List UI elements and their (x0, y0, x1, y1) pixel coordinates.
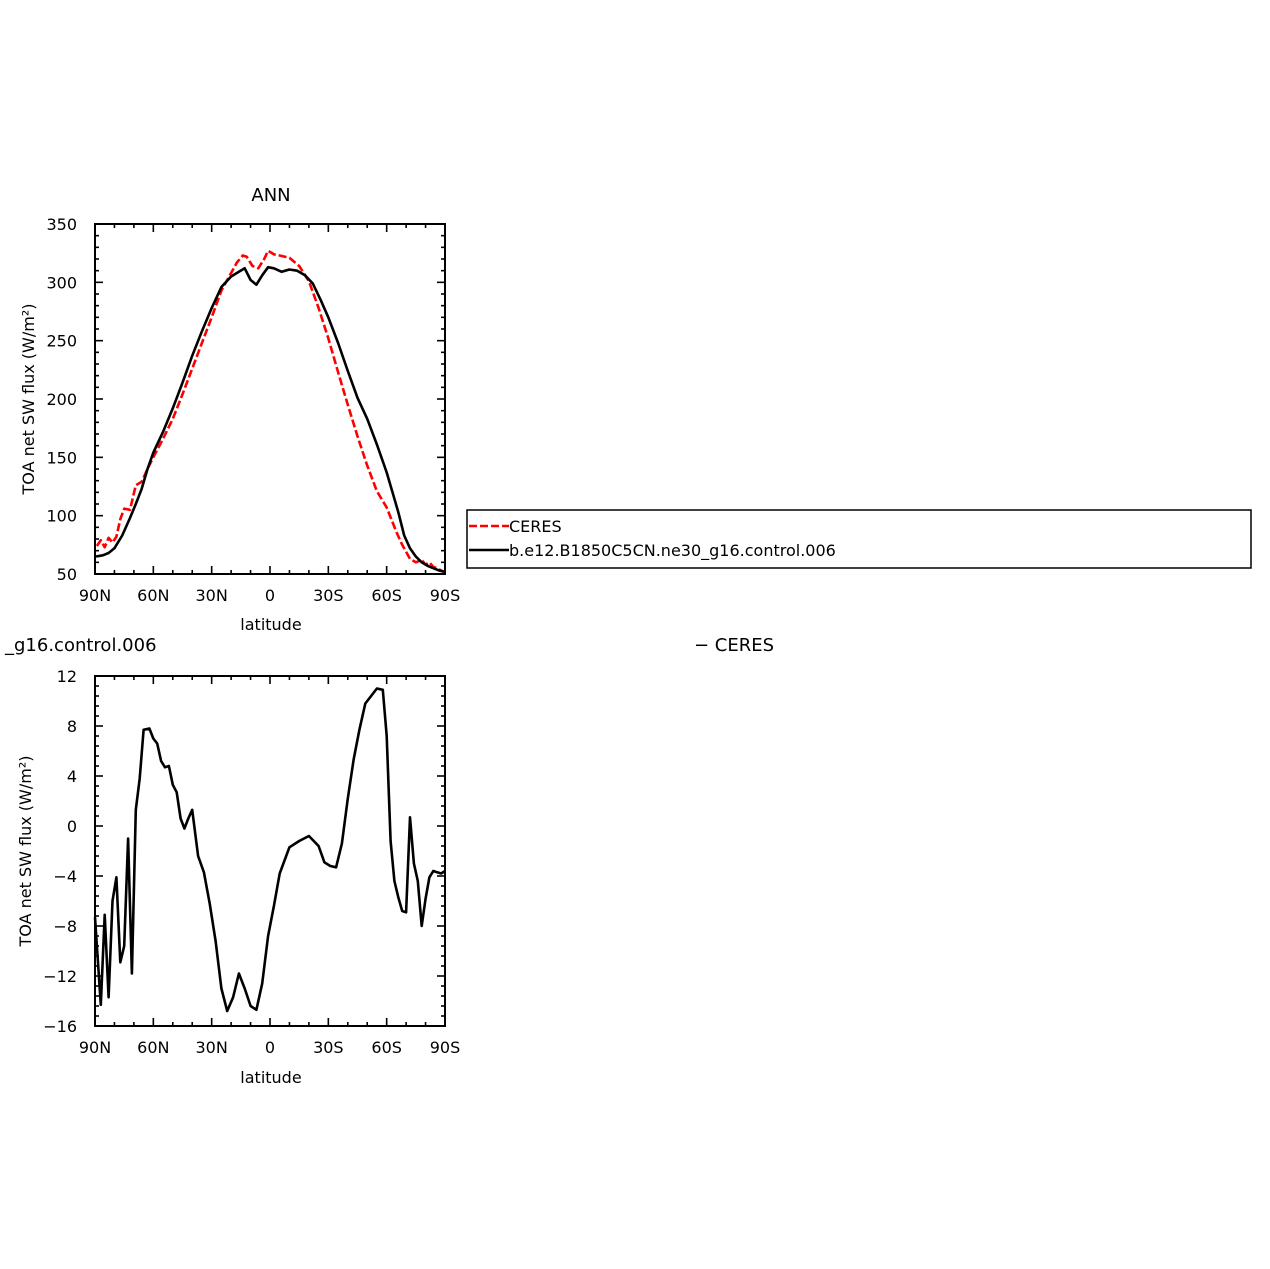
x-tick-label: 90N (79, 586, 111, 605)
x-tick-label: 0 (265, 1038, 275, 1057)
x-tick-label: 60N (137, 1038, 169, 1057)
panel1-ticks: 90N 60N 30N 0 30S 60S 90S 50 100 150 200 250 300 350 (46, 215, 460, 605)
y-tick-label: 12 (57, 667, 77, 686)
y-tick-label: −8 (53, 917, 77, 936)
y-tick-label: 200 (46, 390, 77, 409)
x-tick-label: 0 (265, 586, 275, 605)
x-tick-label: 30N (196, 586, 228, 605)
y-tick-label: 300 (46, 273, 77, 292)
series-line-0-1 (95, 265, 445, 573)
difference-panel: _g16.control.006 − CERES 90N 60N 30N 0 30S 60… (4, 635, 774, 1087)
panel2-xlabel: latitude (240, 1068, 301, 1087)
panel1-frame (94, 223, 446, 575)
series-line-1-0 (93, 687, 446, 1013)
panel1-title: ANN (251, 185, 290, 206)
y-tick-label: 100 (46, 507, 77, 526)
panel2-ticks: 90N 60N 30N 0 30S 60S 90S −16 −12 −8 −4 0 4 8 12 (43, 667, 460, 1057)
panel2-series (93, 687, 446, 1013)
legend-label-ceres: CERES (509, 517, 562, 536)
panel2-ylabel: TOA net SW flux (W/m²) (16, 756, 35, 948)
y-tick-label: 250 (46, 332, 77, 351)
panel2-title: _g16.control.006 (4, 635, 157, 656)
x-tick-label: 60S (371, 1038, 402, 1057)
y-tick-label: 350 (46, 215, 77, 234)
y-tick-label: 150 (46, 448, 77, 467)
legend-box (466, 509, 1252, 569)
x-tick-label: 90N (79, 1038, 111, 1057)
x-tick-label: 60N (137, 586, 169, 605)
x-tick-label: 90S (430, 1038, 461, 1057)
panel1-ylabel: TOA net SW flux (W/m²) (19, 304, 38, 496)
y-tick-label: −4 (53, 867, 77, 886)
y-tick-label: −12 (43, 967, 77, 986)
y-tick-label: 4 (67, 767, 77, 786)
panel2-title-right: − CERES (694, 635, 774, 656)
y-tick-label: 0 (67, 817, 77, 836)
legend-label-model: b.e12.B1850C5CN.ne30_g16.control.006 (509, 541, 836, 561)
panel1-series (95, 249, 445, 573)
x-tick-label: 30S (313, 1038, 344, 1057)
climatology-panel: ANN 90N 60N 30N 0 30S 60S 90S 50 100 150 200 250 300… (19, 185, 460, 634)
legend: CERES b.e12.B1850C5CN.ne30_g16.control.0… (466, 509, 1252, 569)
x-tick-label: 90S (430, 586, 461, 605)
y-tick-label: −16 (43, 1017, 77, 1036)
x-tick-label: 60S (371, 586, 402, 605)
panel1-xlabel: latitude (240, 615, 301, 634)
y-tick-label: 50 (57, 565, 77, 584)
x-tick-label: 30N (196, 1038, 228, 1057)
y-tick-label: 8 (67, 717, 77, 736)
series-line-0-0 (95, 249, 445, 573)
x-tick-label: 30S (313, 586, 344, 605)
